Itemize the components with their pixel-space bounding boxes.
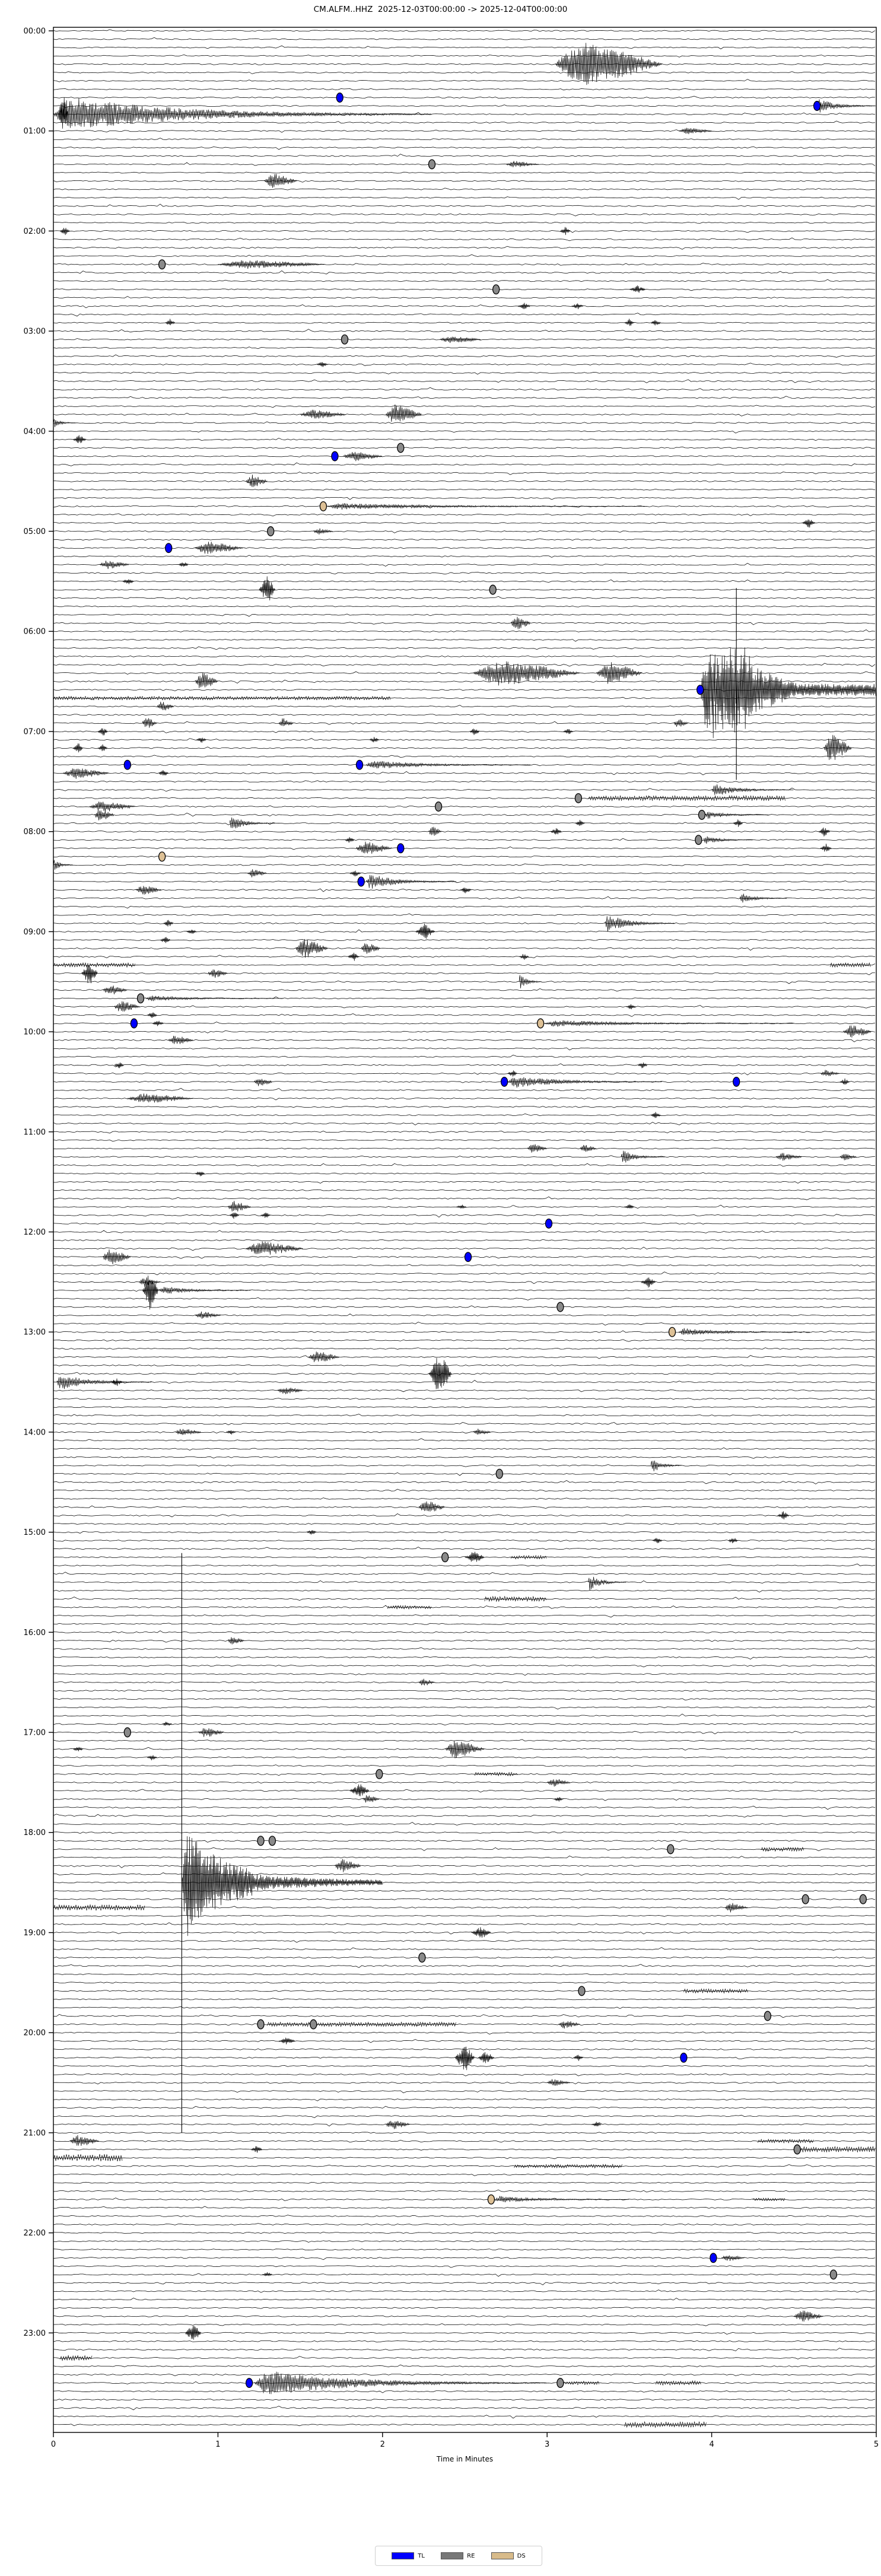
x-tick-label: 3 xyxy=(545,2440,549,2449)
x-tick-label: 1 xyxy=(215,2440,220,2449)
x-tick-label: 5 xyxy=(874,2440,879,2449)
y-tick-label: 16:00 xyxy=(24,1629,46,1637)
legend-swatch-TL xyxy=(392,2552,415,2559)
y-tick-label: 21:00 xyxy=(24,2129,46,2138)
marker-RE xyxy=(793,2144,801,2155)
marker-DS xyxy=(319,501,327,511)
marker-TL xyxy=(733,1076,740,1087)
marker-TL xyxy=(680,2052,688,2063)
legend-label: RE xyxy=(467,2552,475,2559)
y-tick-label: 01:00 xyxy=(24,127,46,136)
legend-label: TL xyxy=(418,2552,425,2559)
legend-item-RE: RE xyxy=(441,2552,475,2559)
marker-TL xyxy=(245,2378,253,2389)
marker-RE xyxy=(695,835,702,845)
marker-RE xyxy=(257,1836,265,1846)
y-tick-label: 14:00 xyxy=(24,1428,46,1437)
marker-RE xyxy=(418,1952,426,1963)
y-tick-label: 19:00 xyxy=(24,1929,46,1938)
legend-swatch-RE xyxy=(441,2552,464,2559)
y-tick-label: 00:00 xyxy=(24,27,46,36)
y-tick-label: 22:00 xyxy=(24,2229,46,2238)
marker-TL xyxy=(165,543,173,554)
marker-RE xyxy=(341,334,349,345)
marker-RE xyxy=(310,2019,317,2030)
marker-DS xyxy=(536,1018,545,1029)
marker-RE xyxy=(268,1836,276,1846)
marker-RE xyxy=(397,443,405,453)
marker-TL xyxy=(710,2253,717,2263)
marker-RE xyxy=(556,2378,564,2389)
marker-TL xyxy=(130,1018,138,1029)
y-tick-label: 10:00 xyxy=(24,1028,46,1037)
marker-RE xyxy=(574,793,583,803)
marker-TL xyxy=(336,93,344,103)
marker-TL xyxy=(813,101,821,111)
marker-TL xyxy=(331,451,339,462)
y-tick-label: 07:00 xyxy=(24,728,46,737)
x-axis-label: Time in Minutes xyxy=(436,2455,493,2463)
marker-TL xyxy=(357,876,365,887)
marker-TL xyxy=(397,843,405,854)
y-tick-label: 11:00 xyxy=(24,1128,46,1137)
marker-RE xyxy=(489,584,497,595)
marker-RE xyxy=(764,2011,772,2021)
y-tick-label: 23:00 xyxy=(24,2329,46,2338)
marker-RE xyxy=(257,2019,265,2030)
x-tick-label: 4 xyxy=(709,2440,714,2449)
marker-RE xyxy=(495,1468,503,1479)
marker-RE xyxy=(434,802,443,812)
legend-swatch-DS xyxy=(491,2552,514,2559)
marker-TL xyxy=(464,1252,472,1262)
y-tick-label: 04:00 xyxy=(24,427,46,436)
marker-RE xyxy=(158,259,166,270)
y-tick-label: 18:00 xyxy=(24,1828,46,1837)
marker-RE xyxy=(667,1844,675,1855)
y-tick-label: 05:00 xyxy=(24,527,46,536)
marker-RE xyxy=(267,526,275,536)
y-tick-label: 09:00 xyxy=(24,928,46,937)
marker-DS xyxy=(668,1327,676,1337)
marker-DS xyxy=(158,851,166,862)
legend-item-TL: TL xyxy=(392,2552,425,2559)
legend-item-DS: DS xyxy=(491,2552,526,2559)
marker-RE xyxy=(578,1986,586,1996)
marker-RE xyxy=(376,1769,383,1779)
marker-RE xyxy=(136,993,145,1004)
legend: TL RE DS xyxy=(375,2546,542,2566)
y-tick-label: 12:00 xyxy=(24,1228,46,1237)
marker-DS xyxy=(487,2194,495,2205)
marker-TL xyxy=(123,759,131,770)
y-tick-label: 08:00 xyxy=(24,828,46,837)
marker-RE xyxy=(859,1894,867,1904)
marker-RE xyxy=(492,284,500,295)
marker-RE xyxy=(123,1727,131,1738)
marker-TL xyxy=(500,1076,508,1087)
y-tick-label: 02:00 xyxy=(24,227,46,236)
x-tick-label: 0 xyxy=(51,2440,56,2449)
marker-TL xyxy=(355,759,364,770)
marker-TL xyxy=(545,1218,553,1229)
marker-RE xyxy=(556,1302,564,1312)
y-tick-label: 13:00 xyxy=(24,1328,46,1337)
legend-label: DS xyxy=(517,2552,526,2559)
marker-TL xyxy=(696,685,704,695)
y-tick-label: 20:00 xyxy=(24,2029,46,2038)
marker-RE xyxy=(829,2269,838,2280)
x-tick-label: 2 xyxy=(380,2440,385,2449)
y-tick-label: 06:00 xyxy=(24,628,46,637)
marker-RE xyxy=(698,810,706,820)
marker-RE xyxy=(441,1552,449,1563)
y-tick-label: 03:00 xyxy=(24,327,46,336)
y-tick-label: 17:00 xyxy=(24,1729,46,1738)
y-tick-label: 15:00 xyxy=(24,1528,46,1537)
marker-RE xyxy=(428,159,436,170)
marker-RE xyxy=(802,1894,809,1904)
figure-title: CM.ALFM..HHZ 2025-12-03T00:00:00 -> 2025… xyxy=(313,5,568,14)
